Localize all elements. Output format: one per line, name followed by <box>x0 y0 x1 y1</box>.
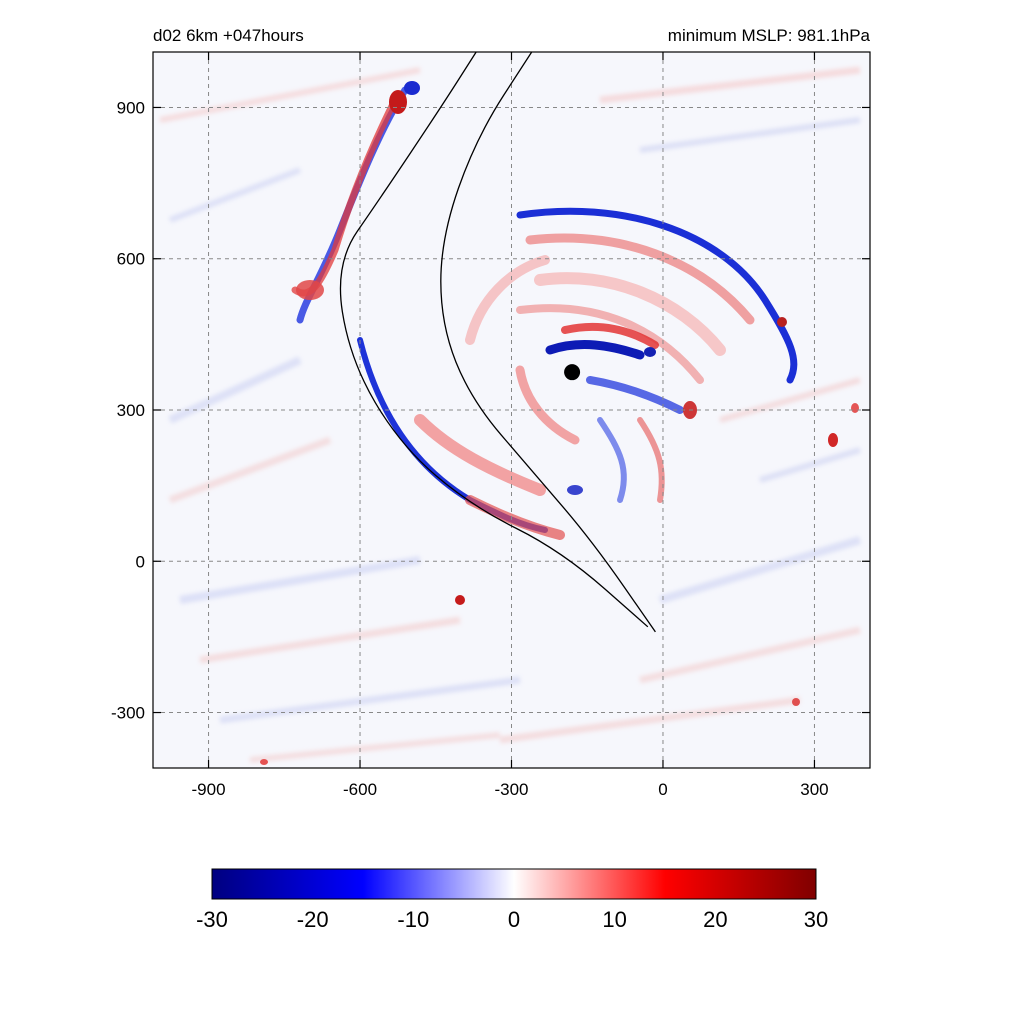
colorbar-tick-label: -10 <box>397 907 429 932</box>
panel-header-left: d02 6km +047hours <box>153 26 304 45</box>
panel-header-right: minimum MSLP: 981.1hPa <box>667 26 870 45</box>
x-tick-label: 300 <box>800 780 828 799</box>
y-tick-label: 300 <box>117 401 145 420</box>
x-tick-label: -300 <box>494 780 528 799</box>
core-structure <box>465 255 684 503</box>
background-streaks <box>159 66 862 763</box>
colorbar-tick-label: 30 <box>804 907 828 932</box>
colorbar-tick-label: 10 <box>602 907 626 932</box>
colorbar: -30 -20 -10 0 10 20 30 <box>196 868 828 932</box>
colorbar-tick-label: 20 <box>703 907 727 932</box>
x-tick-label: 0 <box>658 780 667 799</box>
colorbar-tick-label: 0 <box>508 907 520 932</box>
x-tick-label: -600 <box>343 780 377 799</box>
x-tick-label: -900 <box>192 780 226 799</box>
storm-center-marker <box>564 364 581 381</box>
y-tick-label: 900 <box>117 98 145 117</box>
axes: -900 -600 -300 0 300 -300 0 300 600 900 <box>111 52 870 799</box>
track-line-1 <box>440 52 656 633</box>
y-tick-label: -300 <box>111 704 145 723</box>
rainband-outer <box>516 207 798 384</box>
y-tick-label: 600 <box>117 250 145 269</box>
colorbar-gradient <box>211 868 817 900</box>
colorbar-tick-label: -20 <box>297 907 329 932</box>
colorbar-ticks: -30 -20 -10 0 10 20 30 <box>196 907 828 932</box>
colorbar-tick-label: -30 <box>196 907 228 932</box>
y-tick-label: 0 <box>136 552 145 571</box>
track-lines <box>339 52 656 633</box>
vorticity-field <box>159 66 862 765</box>
track-line-0 <box>339 52 649 628</box>
